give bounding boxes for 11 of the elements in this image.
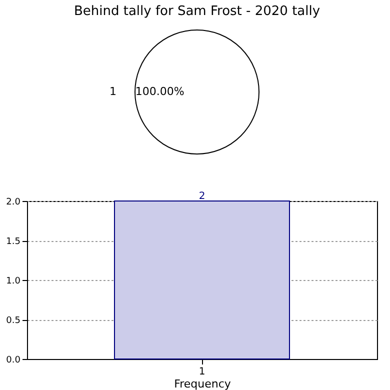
- y-tick-label: 0.5: [6, 316, 20, 326]
- x-axis-title: Frequency: [174, 378, 232, 390]
- y-tick-label: 2.0: [6, 198, 21, 208]
- y-tick-label: 1.5: [6, 237, 20, 247]
- y-tick-label: 0.0: [6, 356, 21, 366]
- data-label: 2: [198, 191, 206, 202]
- chart-title: Behind tally for Sam Frost - 2020 tally: [74, 4, 320, 19]
- data-label: 100.00%: [135, 85, 184, 98]
- y-tick-label: 1.0: [6, 276, 21, 286]
- slice-label: 1: [110, 85, 116, 98]
- legend-label: 1: [198, 366, 206, 378]
